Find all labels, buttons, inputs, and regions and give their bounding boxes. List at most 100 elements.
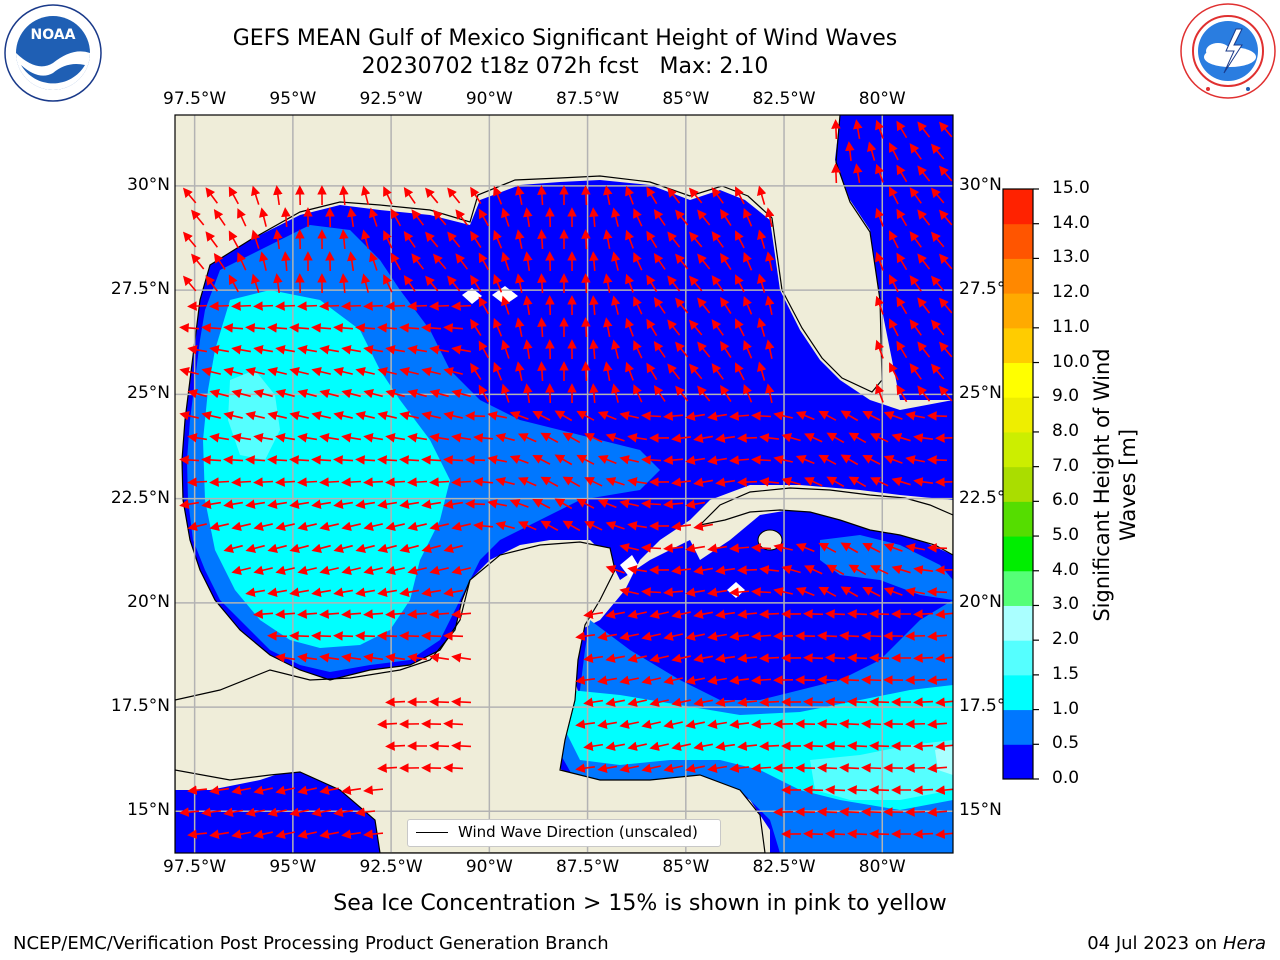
wind-wave-arrow <box>311 631 332 641</box>
wind-wave-arrow <box>675 297 689 314</box>
wind-wave-arrow <box>759 433 780 443</box>
wind-wave-arrow <box>231 565 251 575</box>
wind-wave-arrow <box>501 207 511 227</box>
wind-wave-arrow <box>201 455 222 465</box>
wind-wave-arrow <box>875 207 885 227</box>
wind-wave-arrow <box>187 389 207 399</box>
map-subtitle: 20230702 t18z 072h fcst Max: 2.10 <box>361 54 769 79</box>
wind-wave-arrow <box>451 477 472 487</box>
wind-wave-arrow <box>913 565 934 575</box>
noaa-logo-icon: NOAA <box>3 3 103 103</box>
wind-wave-arrow <box>562 432 581 444</box>
wind-wave-arrow <box>597 411 617 421</box>
wind-wave-arrow <box>930 363 945 380</box>
lat-tick-label-right: 17.5°N <box>959 696 1019 717</box>
wind-wave-arrow <box>501 251 511 271</box>
wind-wave-arrow <box>493 185 503 205</box>
wind-wave-arrow <box>275 301 296 311</box>
footer-date: 04 Jul 2023 on Hera <box>1087 933 1266 954</box>
wind-wave-arrow <box>231 521 251 531</box>
wind-wave-arrow <box>605 565 625 575</box>
wind-wave-arrow <box>759 565 780 575</box>
wind-wave-arrow <box>451 565 471 575</box>
wind-wave-arrow <box>245 499 266 509</box>
wind-wave-arrow <box>625 185 635 205</box>
wind-wave-arrow <box>231 301 252 311</box>
wind-wave-arrow <box>737 653 758 663</box>
wind-wave-arrow <box>861 763 882 773</box>
wind-wave-arrow <box>641 675 661 685</box>
wind-wave-arrow <box>930 319 945 336</box>
wind-wave-arrow <box>663 543 684 553</box>
wind-wave-arrow <box>443 411 463 421</box>
wind-wave-arrow <box>465 499 486 509</box>
wind-wave-arrow <box>649 609 669 619</box>
wind-wave-arrow <box>671 521 692 531</box>
colorbar-tick-label: 9.0 <box>1052 386 1080 407</box>
wind-wave-arrow <box>875 339 885 359</box>
wind-wave-arrow <box>245 455 266 465</box>
wind-wave-arrow <box>743 251 753 271</box>
wind-wave-arrow <box>818 586 837 597</box>
gulf-water-high <box>203 290 450 648</box>
wind-wave-arrow <box>627 653 647 663</box>
wind-wave-arrow <box>869 609 890 619</box>
wind-wave-arrow <box>889 362 899 381</box>
wind-wave-arrow <box>646 230 658 249</box>
wind-wave-arrow <box>515 361 525 381</box>
wind-wave-arrow <box>523 295 533 316</box>
wind-wave-arrow <box>685 719 705 729</box>
wind-wave-arrow <box>938 253 953 270</box>
wind-wave-arrow <box>319 609 340 619</box>
wind-wave-arrow <box>839 807 860 817</box>
wind-wave-arrow <box>663 675 683 685</box>
wind-wave-arrow <box>671 477 692 487</box>
wind-wave-arrow <box>339 185 349 206</box>
wind-wave-arrow <box>870 477 889 487</box>
wind-wave-arrow <box>355 323 376 333</box>
wind-wave-arrow <box>223 411 243 421</box>
wind-wave-arrow <box>421 367 441 377</box>
wind-wave-arrow <box>896 120 908 139</box>
wind-wave-arrow <box>853 163 863 184</box>
wind-wave-arrow <box>187 345 208 355</box>
wind-wave-arrow <box>909 275 922 292</box>
wind-wave-arrow <box>663 631 683 641</box>
wind-wave-arrow <box>275 565 295 575</box>
wind-wave-arrow <box>390 252 402 271</box>
wind-wave-arrow <box>927 455 948 465</box>
wind-wave-arrow <box>697 209 711 226</box>
wind-wave-arrow <box>927 763 948 773</box>
wind-wave-arrow <box>429 477 450 487</box>
colorbar-tick-label: 0.0 <box>1052 768 1080 788</box>
wind-wave-arrow <box>861 719 882 729</box>
wind-wave-arrow <box>311 543 331 553</box>
wind-wave-arrow <box>421 323 442 333</box>
wind-wave-arrow <box>935 653 953 663</box>
wind-wave-arrow <box>447 231 461 248</box>
lat-tick-label-right: 30°N <box>959 174 1002 195</box>
wind-wave-arrow <box>867 141 877 161</box>
wind-wave-arrow <box>889 318 899 337</box>
wind-wave-arrow <box>720 340 732 358</box>
wind-wave-arrow <box>671 565 692 575</box>
cuba-land <box>698 487 953 556</box>
wind-wave-arrow <box>201 367 221 377</box>
colorbar-tick-label: 13.0 <box>1052 247 1090 268</box>
wind-wave-arrow <box>611 383 621 403</box>
wind-wave-arrow <box>840 410 859 422</box>
wind-wave-arrow <box>231 433 252 443</box>
wind-wave-arrow <box>421 455 442 465</box>
colorbar-tick-label: 10.0 <box>1052 351 1090 372</box>
wind-wave-arrow <box>407 477 428 487</box>
wind-wave-arrow <box>319 565 339 575</box>
wind-wave-arrow <box>237 252 247 271</box>
wind-wave-arrow <box>407 653 428 663</box>
wind-wave-arrow <box>399 631 420 641</box>
wind-wave-arrow <box>848 432 867 444</box>
wind-wave-arrow <box>735 274 745 293</box>
wind-wave-arrow <box>311 455 332 465</box>
lon-tick-label-bottom: 90°W <box>465 857 513 877</box>
wind-wave-arrow <box>182 275 197 292</box>
wind-wave-arrow <box>862 410 881 421</box>
